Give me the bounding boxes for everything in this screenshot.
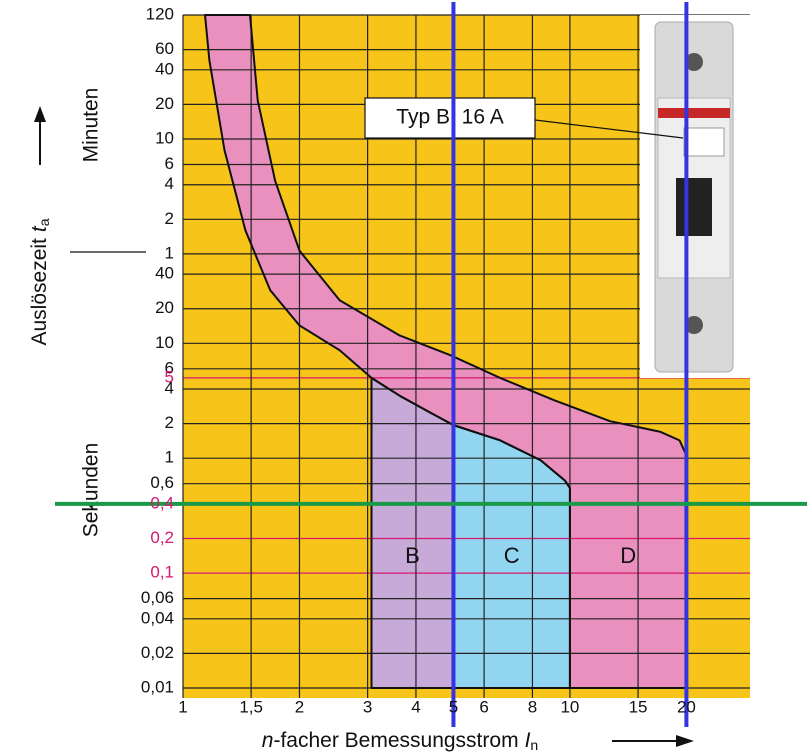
- minutes-label: Minuten: [80, 88, 103, 163]
- y-tick-label: 10: [155, 333, 174, 352]
- y-title-symbol: t: [28, 225, 51, 232]
- y-axis-title: Auslösezeit ta: [28, 218, 52, 345]
- y-tick-label: 4: [165, 379, 174, 398]
- y-tick-label: 0,2: [150, 528, 174, 547]
- zone-fill: [453, 425, 570, 688]
- callout-box: [364, 97, 536, 139]
- y-tick-label: 1: [165, 448, 174, 467]
- x-title-symbol: n: [262, 729, 274, 752]
- y-axis-arrowhead: [34, 106, 46, 122]
- x-axis-arrowhead: [676, 735, 694, 747]
- x-tick-label: 1: [178, 697, 187, 716]
- zone-label: C: [504, 543, 520, 568]
- breaker-switch: [676, 178, 712, 236]
- y-tick-label: 60: [155, 39, 174, 58]
- y-tick-label: 0,04: [141, 608, 174, 627]
- callout-text: Typ B, 16 A: [396, 106, 503, 129]
- y-tick-label: 2: [165, 209, 174, 228]
- x-tick-label: 8: [528, 697, 537, 716]
- y-tick-label: 4: [165, 174, 174, 193]
- y-tick-label: 20: [155, 94, 174, 113]
- breaker-stripe: [658, 108, 730, 118]
- x-tick-label: 20: [677, 697, 696, 716]
- zone-label: D: [620, 543, 636, 568]
- x-title-text: -facher Bemessungsstrom: [273, 729, 518, 752]
- x-tick-label: 5: [449, 697, 458, 716]
- callout-line: [534, 119, 684, 139]
- y-tick-label: 6: [165, 358, 174, 377]
- breaker-screw: [685, 53, 703, 71]
- x-tick-label: 4: [411, 697, 420, 716]
- x-tick-label: 1,5: [239, 697, 263, 716]
- y-tick-label: 5: [165, 367, 174, 386]
- x-title-subscript: n: [530, 737, 538, 753]
- seconds-label: Sekunden: [80, 443, 103, 538]
- x-tick-label: 10: [560, 697, 579, 716]
- y-tick-label: 2: [165, 413, 174, 432]
- zone-label: B: [405, 543, 420, 568]
- y-tick-label: 0,02: [141, 643, 174, 662]
- x-tick-label: 3: [363, 697, 372, 716]
- zone-outline: [452, 424, 571, 689]
- y-tick-label: 40: [155, 59, 174, 78]
- y-tick-label: 1: [165, 243, 174, 262]
- overlay: [55, 2, 807, 727]
- breaker-screw: [685, 316, 703, 334]
- y-tick-label: 0,06: [141, 588, 174, 607]
- y-tick-label: 0,6: [150, 473, 174, 492]
- callout: Typ B, 16 A: [364, 97, 684, 139]
- x-tick-label: 2: [295, 697, 304, 716]
- y-tick-label: 0,4: [150, 493, 174, 512]
- x-title-symbol: I: [525, 729, 531, 752]
- y-title-subscript: a: [36, 218, 52, 226]
- x-tick-label: 15: [629, 697, 648, 716]
- y-tick-label: 6: [165, 154, 174, 173]
- y-tick-label: 0,01: [141, 677, 174, 696]
- y-title-text: Auslösezeit: [28, 238, 51, 346]
- y-tick-label: 40: [155, 264, 174, 283]
- breaker-label: [683, 127, 725, 157]
- y-tick-label: 0,1: [150, 563, 174, 582]
- y-tick-label: 20: [155, 298, 174, 317]
- x-axis-title: n-facher Bemessungsstrom In: [262, 729, 538, 753]
- x-tick-label: 6: [479, 697, 488, 716]
- zone-fill: [371, 377, 454, 688]
- y-tick-label: 120: [146, 4, 174, 23]
- breaker-photo: [640, 15, 750, 378]
- y-tick-label: 10: [155, 128, 174, 147]
